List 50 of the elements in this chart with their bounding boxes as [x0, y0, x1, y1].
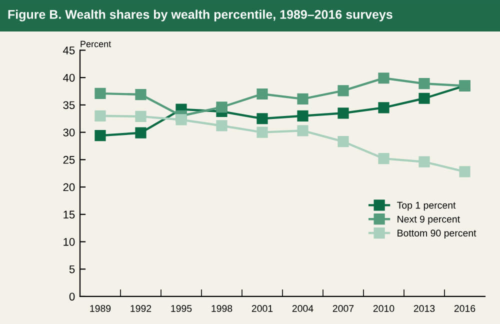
point [418, 156, 430, 168]
point [256, 126, 268, 138]
y-tick-label: 0 [69, 292, 75, 301]
point [94, 110, 106, 122]
x-tick-label: 2001 [252, 305, 273, 312]
y-tick-label: 35 [63, 101, 75, 110]
x-tick-label: 1992 [130, 305, 152, 312]
point [176, 114, 187, 126]
point [135, 110, 146, 122]
point [338, 108, 349, 119]
legend-label: Top 1 percent [397, 202, 456, 211]
point [256, 113, 268, 124]
point [378, 72, 390, 84]
x-tick-label: 1989 [90, 305, 111, 312]
y-tick-label: 10 [64, 238, 75, 246]
chart-title: Figure B. Wealth shares by wealth percentile, 1989–2016 surveys [8, 10, 392, 22]
point [94, 88, 106, 100]
x-tick-label: 2010 [373, 305, 394, 312]
y-tick-label: 25 [63, 156, 75, 164]
point [418, 78, 430, 90]
x-tick-label: 1995 [171, 305, 192, 312]
y-tick-label: 40 [63, 74, 75, 82]
x-tick-label: 1998 [212, 305, 232, 312]
point [338, 85, 349, 96]
point [216, 102, 228, 113]
y-tick-label: 15 [64, 210, 75, 219]
point [216, 120, 228, 132]
legend-label: Bottom 90 percent [398, 230, 476, 238]
y-tick-label: 5 [69, 265, 75, 274]
point [378, 153, 390, 164]
x-tick-label: 2016 [454, 305, 476, 312]
point [297, 93, 308, 104]
point [338, 136, 349, 148]
y-tick-label: 20 [63, 183, 75, 192]
point [256, 88, 268, 100]
point [135, 88, 146, 100]
point [297, 110, 308, 122]
point [418, 92, 430, 104]
x-tick-label: 2013 [414, 305, 435, 312]
point [378, 102, 390, 114]
y-tick-label: 45 [63, 46, 75, 54]
point [135, 127, 146, 138]
y-axis-title: Percent [80, 40, 112, 48]
x-tick-label: 2004 [292, 305, 314, 312]
point [459, 166, 470, 178]
x-tick-label: 2007 [332, 305, 354, 312]
legend-label: Next 9 percent [398, 216, 460, 225]
point [297, 125, 308, 136]
y-tick-label: 30 [63, 128, 75, 136]
point [94, 130, 106, 142]
